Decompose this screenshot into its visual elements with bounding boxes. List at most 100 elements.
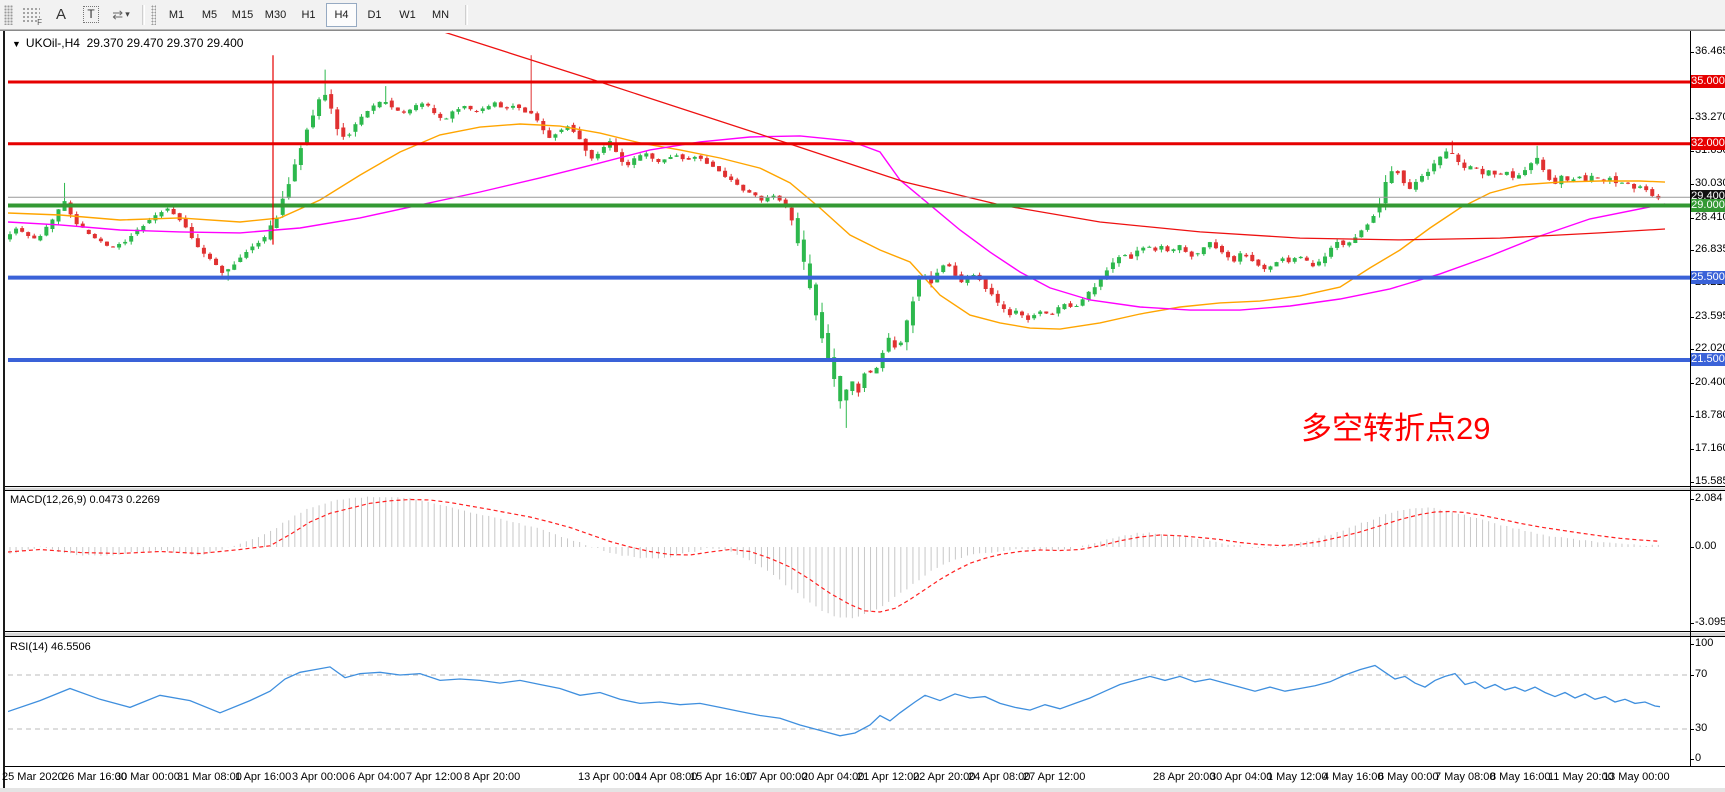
one-click-trading-icon[interactable]: ▼ — [12, 39, 21, 49]
date-label: 24 Apr 08:00 — [968, 771, 1031, 783]
price-tick-label: 18.780 — [1695, 409, 1725, 421]
timeframe-grip-handle[interactable] — [151, 4, 156, 25]
macd-tick-mark — [1690, 547, 1694, 548]
price-tick-label: 30.030 — [1695, 177, 1725, 189]
rsi-panel[interactable] — [5, 636, 1725, 767]
date-label: 13 May 00:00 — [1603, 771, 1670, 783]
price-tick-label: 33.270 — [1695, 111, 1725, 123]
price-tick-label: 26.835 — [1695, 243, 1725, 255]
panel-splitter-macd[interactable] — [5, 487, 1725, 491]
price-tick-mark — [1690, 151, 1694, 152]
date-label: 27 Apr 12:00 — [1023, 771, 1086, 783]
chart-title: ▼ UKOil-,H4 29.370 29.470 29.370 29.400 — [12, 36, 243, 50]
date-label: 25 Mar 2020 — [2, 771, 64, 783]
price-tick-mark — [1690, 317, 1694, 318]
macd-tick-label: -3.0957 — [1695, 616, 1725, 628]
rsi-tick-mark — [1690, 729, 1694, 730]
date-label: 7 Apr 12:00 — [406, 771, 463, 783]
date-label: 15 Apr 16:00 — [690, 771, 753, 783]
date-label: 30 Apr 04:00 — [1210, 771, 1273, 783]
toolbar-separator — [142, 4, 145, 25]
timeframe-button-group: M1 M5 M15 M30 H1 H4 D1 W1 MN — [160, 2, 457, 27]
timeframe-button-M30[interactable]: M30 — [264, 8, 287, 21]
price-tick-mark — [1690, 416, 1694, 417]
date-label: 8 Apr 20:00 — [464, 771, 521, 783]
date-label: 21 Apr 12:00 — [857, 771, 920, 783]
panel-splitter-rsi[interactable] — [5, 632, 1725, 637]
hline-price-label: 32.000 — [1691, 137, 1725, 150]
toolbar-grip-handle[interactable] — [4, 4, 13, 25]
date-label: 1 Apr 16:00 — [235, 771, 292, 783]
price-tick-mark — [1690, 482, 1694, 483]
cursor-arrows-icon[interactable]: ⇄ ▾ — [107, 3, 135, 27]
rsi-tick-label: 100 — [1695, 637, 1714, 649]
price-tick-label: 36.465 — [1695, 45, 1725, 57]
toolbar-separator-2 — [465, 4, 468, 25]
timeframe-button-D1[interactable]: D1 — [367, 8, 382, 21]
timeframe-button-W1[interactable]: W1 — [399, 8, 416, 21]
chart-title-ohlc: 29.370 29.470 29.370 29.400 — [86, 36, 244, 50]
date-label: 8 May 16:00 — [1490, 771, 1551, 783]
chart-title-symbol: UKOil-,H4 — [25, 36, 80, 50]
date-label: 17 Apr 00:00 — [745, 771, 808, 783]
top-toolbar: F A T ⇄ ▾ M1 M5 M15 M30 H1 H4 D1 W1 MN — [0, 0, 1725, 30]
price-tick-mark — [1690, 449, 1694, 450]
price-tick-label: 20.400 — [1695, 376, 1725, 388]
freehand-grid-icon[interactable]: F — [17, 3, 45, 27]
price-axis-separator — [1690, 31, 1691, 767]
timeframe-button-M5[interactable]: M5 — [201, 8, 218, 21]
price-tick-label: 23.595 — [1695, 310, 1725, 322]
date-label: 22 Apr 20:00 — [913, 771, 976, 783]
price-tick-mark — [1690, 184, 1694, 185]
rsi-tick-label: 70 — [1695, 668, 1708, 680]
date-label: 6 Apr 04:00 — [349, 771, 406, 783]
timeframe-button-H4[interactable]: H4 — [326, 2, 357, 27]
macd-panel[interactable] — [5, 490, 1725, 632]
date-label: 1 May 12:00 — [1267, 771, 1328, 783]
chart-window-left-border — [3, 31, 5, 788]
date-label: 13 Apr 00:00 — [578, 771, 641, 783]
macd-tick-label: 0.00 — [1695, 540, 1717, 552]
date-label: 30 Mar 00:00 — [115, 771, 180, 783]
rsi-tick-mark — [1690, 644, 1694, 645]
macd-tick-mark — [1690, 499, 1694, 500]
date-label: 4 May 16:00 — [1323, 771, 1384, 783]
hline-price-label: 25.500 — [1691, 271, 1725, 284]
timeframe-button-M15[interactable]: M15 — [231, 8, 254, 21]
price-tick-mark — [1690, 218, 1694, 219]
hline-price-label: 29.000 — [1691, 199, 1725, 212]
hline-price-label: 21.500 — [1691, 353, 1725, 366]
timeframe-button-M1[interactable]: M1 — [168, 8, 185, 21]
text-a-icon[interactable]: A — [55, 6, 66, 23]
macd-indicator-label: MACD(12,26,9) 0.0473 0.2269 — [10, 494, 160, 506]
dropdown-caret-icon[interactable]: ▾ — [125, 9, 130, 19]
arrows-glyph: ⇄ — [112, 6, 124, 22]
date-label: 6 May 00:00 — [1378, 771, 1439, 783]
price-tick-label: 22.020 — [1695, 342, 1725, 354]
text-box-icon[interactable]: T — [77, 3, 105, 27]
price-tick-mark — [1690, 52, 1694, 53]
timeframe-button-H1[interactable]: H1 — [301, 8, 316, 21]
date-label: 26 Mar 16:00 — [62, 771, 127, 783]
date-label: 14 Apr 08:00 — [635, 771, 698, 783]
date-label: 11 May 20:00 — [1548, 771, 1614, 783]
rsi-tick-mark — [1690, 759, 1694, 760]
rsi-indicator-label: RSI(14) 46.5506 — [10, 641, 91, 653]
date-label: 20 Apr 04:00 — [802, 771, 865, 783]
macd-tick-mark — [1690, 623, 1694, 624]
time-axis[interactable] — [5, 768, 1725, 788]
date-label: 7 May 08:00 — [1435, 771, 1496, 783]
price-tick-mark — [1690, 349, 1694, 350]
price-tick-mark — [1690, 250, 1694, 251]
rsi-tick-mark — [1690, 675, 1694, 676]
date-label: 3 Apr 00:00 — [292, 771, 349, 783]
timeframe-button-MN[interactable]: MN — [431, 8, 450, 21]
hline-price-label: 35.000 — [1691, 75, 1725, 88]
chart-window-top-border — [0, 30, 1725, 31]
rsi-tick-label: 30 — [1695, 722, 1708, 734]
price-tick-label: 15.585 — [1695, 475, 1725, 487]
price-tick-label: 28.410 — [1695, 211, 1725, 223]
price-tick-mark — [1690, 383, 1694, 384]
price-tick-mark — [1690, 118, 1694, 119]
price-tick-label: 17.160 — [1695, 442, 1725, 454]
